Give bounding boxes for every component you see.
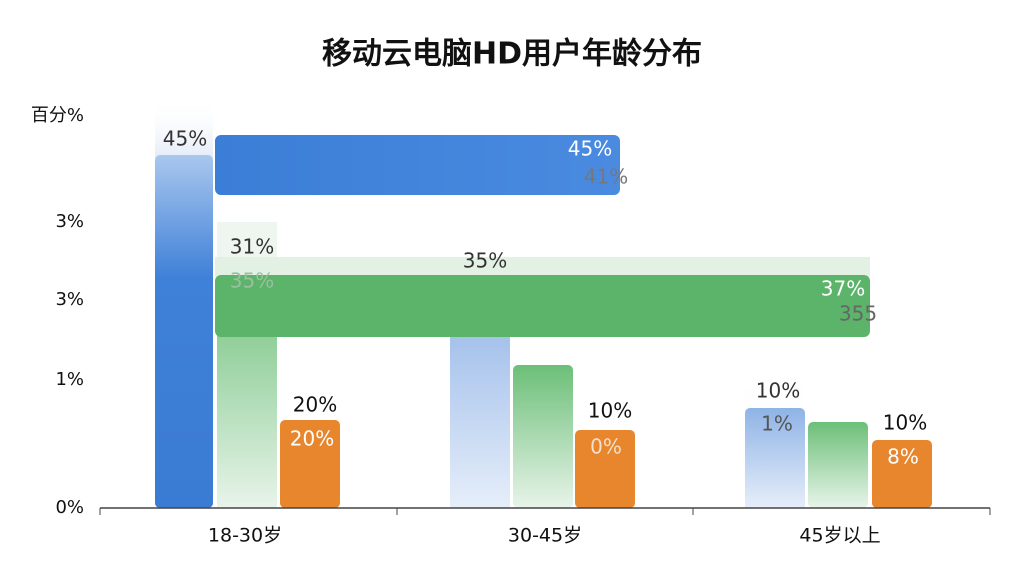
data-label: 45% bbox=[568, 137, 612, 161]
data-label: 20% bbox=[293, 393, 337, 417]
x-tick-label: 45岁以上 bbox=[799, 525, 880, 547]
x-ticks bbox=[99, 508, 991, 515]
bar bbox=[872, 440, 932, 508]
y-tick-label: 3% bbox=[55, 289, 84, 310]
data-label: 20% bbox=[290, 427, 334, 451]
data-label: 35% bbox=[230, 269, 274, 293]
y-tick-label: 0% bbox=[55, 497, 84, 518]
bar bbox=[513, 365, 573, 508]
y-tick-label: 1% bbox=[55, 369, 84, 390]
bar bbox=[808, 422, 868, 508]
y-tick-label: 3% bbox=[55, 211, 84, 232]
data-label: 0% bbox=[590, 435, 622, 459]
data-label: 35% bbox=[463, 249, 507, 273]
data-label: 10% bbox=[756, 379, 800, 403]
horizontal-bar bbox=[215, 135, 620, 195]
bar-glow bbox=[155, 98, 213, 158]
data-label: 45% bbox=[163, 127, 207, 151]
bar bbox=[745, 408, 805, 508]
x-tick-label: 30-45岁 bbox=[508, 525, 582, 547]
data-label: 10% bbox=[588, 399, 632, 423]
data-label: 1% bbox=[761, 412, 793, 436]
bar bbox=[280, 420, 340, 508]
horizontal-bar-glow bbox=[215, 257, 870, 277]
data-label: 31% bbox=[230, 235, 274, 259]
bar bbox=[155, 155, 213, 508]
horizontal-bar bbox=[215, 275, 870, 337]
data-label: 10% bbox=[883, 411, 927, 435]
bars bbox=[155, 98, 932, 508]
x-tick-label: 18-30岁 bbox=[208, 525, 282, 547]
chart-title: 移动云电脑HD用户年龄分布 bbox=[322, 37, 702, 72]
data-label: 41% bbox=[584, 165, 628, 189]
bar bbox=[575, 430, 635, 508]
data-label: 355 bbox=[839, 302, 877, 326]
y-tick-label: 百分% bbox=[31, 105, 84, 126]
data-label: 37% bbox=[821, 277, 865, 301]
data-label: 8% bbox=[887, 445, 919, 469]
